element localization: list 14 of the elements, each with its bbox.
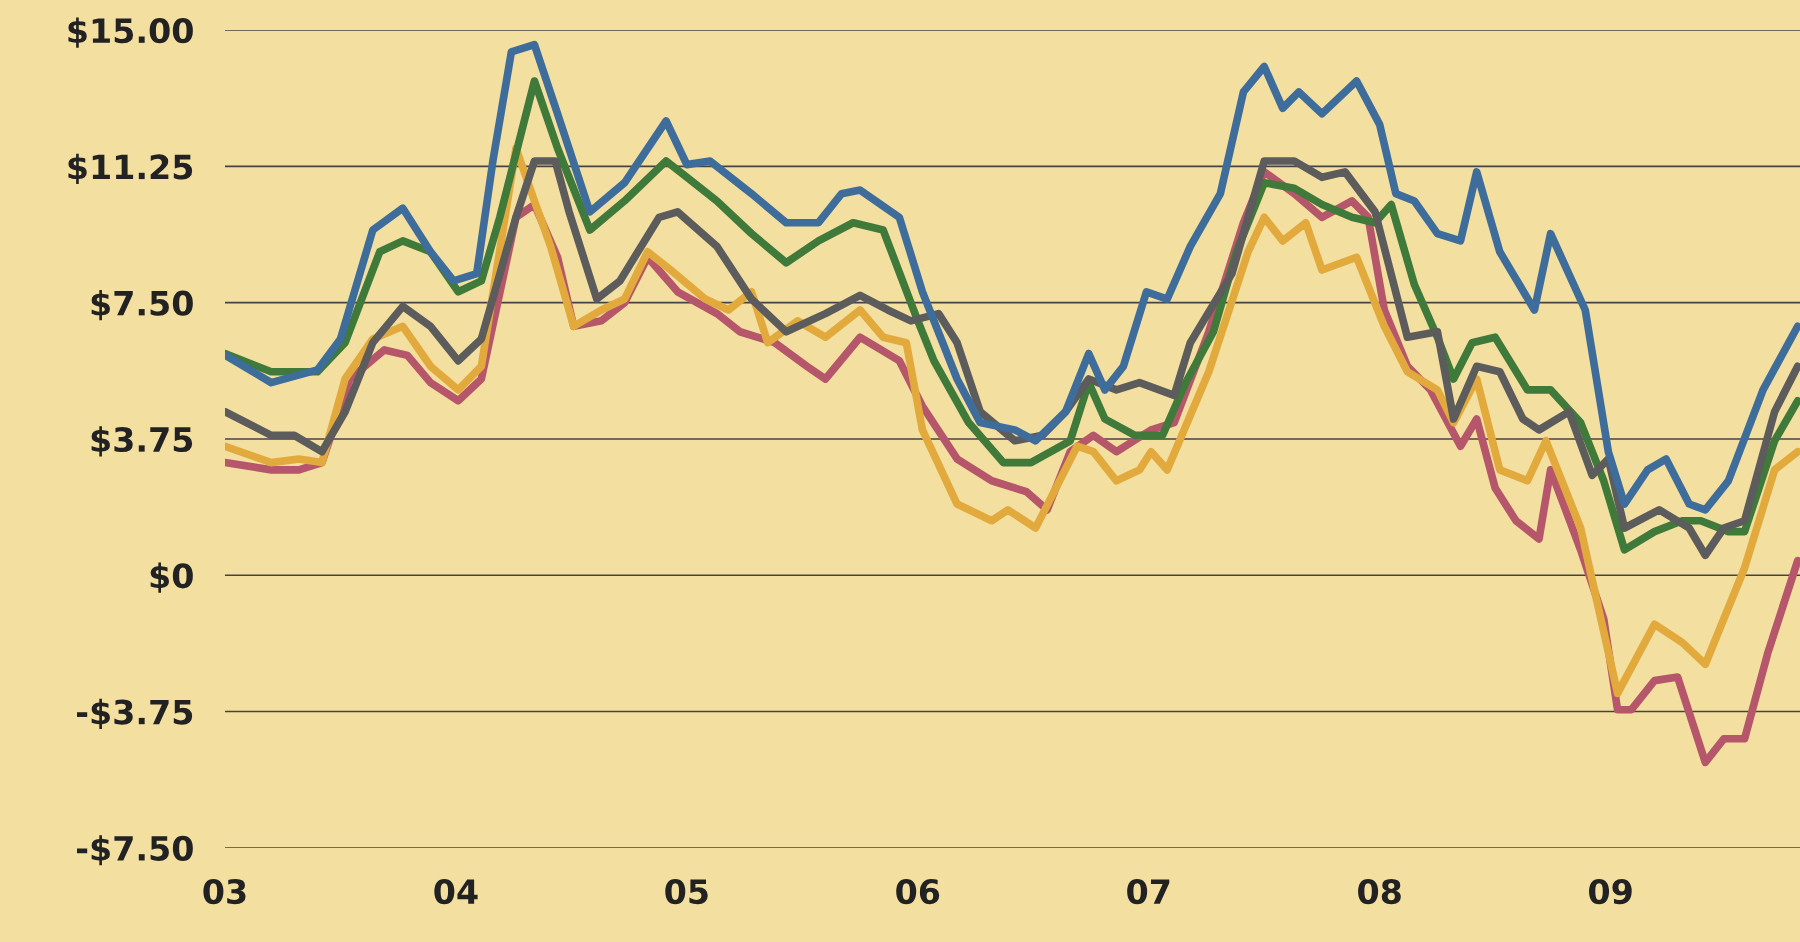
x-tick-label: 08 (1358, 878, 1401, 905)
y-tick-label: $7.50 (91, 290, 193, 321)
x-tick-label: 05 (665, 878, 708, 905)
x-tick-label: 06 (896, 878, 940, 905)
x-tick-label: 07 (1127, 878, 1170, 905)
x-tick-label: 03 (203, 878, 246, 905)
x-tick-label: 09 (1589, 878, 1632, 905)
x-tick-label: 04 (434, 878, 478, 905)
y-tick-label: $3.75 (91, 426, 193, 457)
y-tick-label: $0 (150, 562, 193, 593)
y-tick-label: $15.00 (68, 17, 193, 48)
y-tick-label: $11.25 (68, 153, 193, 184)
y-tick-label: -$7.50 (76, 835, 193, 866)
y-tick-label: -$3.75 (76, 698, 193, 730)
